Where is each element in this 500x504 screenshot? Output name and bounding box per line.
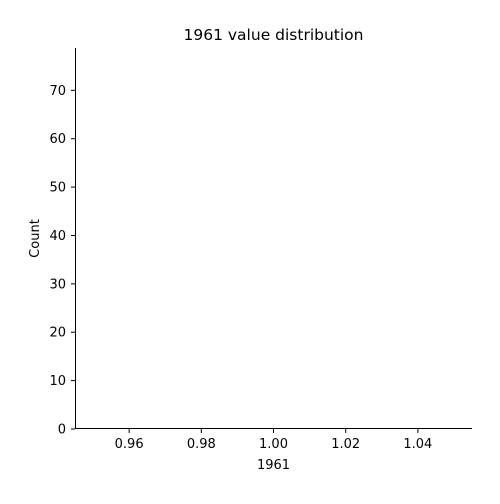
x-tick-label: 1.02 [331,437,360,452]
y-tick-label: 20 [49,326,66,341]
x-tick-label: 0.98 [187,437,216,452]
y-tick-label: 10 [49,374,66,389]
y-tick-label: 50 [49,181,66,196]
x-tick-label: 1.00 [259,437,288,452]
x-tick-label: 0.96 [115,437,144,452]
chart-title: 1961 value distribution [184,26,364,44]
y-axis-ticks: 0 10 20 30 40 50 60 70 [49,84,75,438]
y-tick-label: 70 [49,84,66,99]
y-tick-label: 40 [49,229,66,244]
y-axis-label: Count [28,219,43,258]
y-tick-label: 0 [58,423,66,438]
x-tick-label: 1.04 [403,437,432,452]
x-axis-ticks: 0.96 0.98 1.00 1.02 1.04 [115,429,432,452]
y-tick-label: 30 [49,277,66,292]
y-tick-label: 60 [49,132,66,147]
x-axis-label: 1961 [257,458,290,473]
